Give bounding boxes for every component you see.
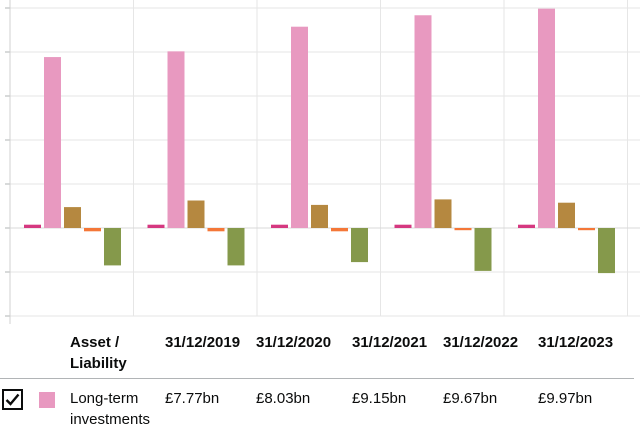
asset-liability-header: Asset / Liability (70, 332, 127, 374)
value-cell-2020: £8.03bn (256, 390, 311, 407)
row-label-line2: investments (70, 411, 151, 428)
chart-bars (24, 8, 615, 274)
bar-31/12/2022-series-3 (454, 228, 472, 231)
bar-31/12/2020-series-1 (167, 51, 185, 229)
asset-header-line1: Asset / (70, 334, 120, 351)
date-header-2023: 31/12/2023 (538, 334, 614, 351)
asset-header-line2: Liability (70, 355, 127, 372)
row-label-line1: Long-term (70, 390, 139, 407)
bar-31/12/2023-series-4 (598, 228, 615, 274)
bar-31/12/2019-series-4 (104, 228, 121, 266)
bar-31/12/2021-series-3 (331, 228, 348, 232)
bar-31/12/2019-series-0 (24, 224, 41, 228)
legend-swatch (39, 392, 55, 408)
row-label: Long-term investments (70, 388, 150, 430)
bar-31/12/2023-series-2 (558, 202, 575, 228)
value-cell-2019: £7.77bn (165, 390, 220, 407)
bar-31/12/2019-series-1 (44, 57, 61, 229)
bar-31/12/2019-series-3 (84, 228, 101, 232)
bar-31/12/2020-series-0 (147, 224, 165, 228)
bar-31/12/2021-series-1 (291, 26, 308, 229)
bar-31/12/2023-series-0 (518, 224, 535, 228)
bar-31/12/2019-series-2 (64, 207, 81, 228)
checkmark-icon (5, 393, 20, 406)
date-header-2019: 31/12/2019 (165, 334, 241, 351)
date-header-2020: 31/12/2020 (256, 334, 332, 351)
bar-31/12/2023-series-3 (578, 228, 595, 231)
value-cell-2022: £9.67bn (443, 390, 498, 407)
value-cell-2023: £9.97bn (538, 390, 593, 407)
bar-31/12/2021-series-0 (271, 224, 288, 228)
bar-31/12/2020-series-2 (187, 200, 205, 228)
series-toggle-checkbox[interactable] (2, 389, 23, 410)
table-divider (0, 378, 634, 379)
bar-31/12/2020-series-3 (207, 228, 225, 232)
table-header-row: Asset / Liability 31/12/2019 31/12/2020 … (0, 330, 640, 378)
bar-31/12/2022-series-4 (474, 228, 492, 271)
date-header-2021: 31/12/2021 (352, 334, 428, 351)
bar-31/12/2022-series-1 (414, 15, 432, 229)
bar-31/12/2023-series-1 (538, 8, 555, 228)
value-cell-2021: £9.15bn (352, 390, 407, 407)
table-row: Long-term investments £7.77bn £8.03bn £9… (0, 379, 640, 431)
bar-31/12/2022-series-2 (434, 199, 452, 228)
bar-31/12/2022-series-0 (394, 224, 412, 228)
bar-31/12/2021-series-2 (311, 204, 328, 228)
bar-chart (5, 0, 640, 324)
bar-31/12/2021-series-4 (351, 228, 368, 263)
bar-31/12/2020-series-4 (227, 228, 245, 266)
date-header-2022: 31/12/2022 (443, 334, 519, 351)
